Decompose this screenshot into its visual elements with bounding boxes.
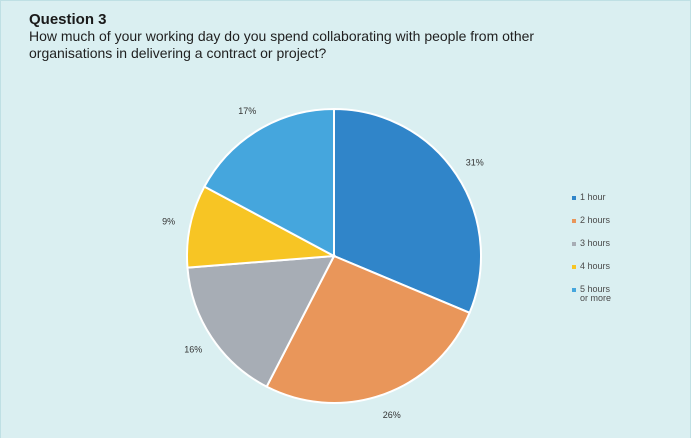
legend-label: 1 hour bbox=[580, 192, 606, 202]
legend-swatch bbox=[572, 242, 576, 246]
question-heading: Question 3 bbox=[29, 11, 107, 28]
slice-label-4-hours: 9% bbox=[162, 216, 175, 226]
pie-slice-5-hours-or-more bbox=[203, 107, 335, 258]
slice-label-3-hours: 16% bbox=[184, 345, 202, 355]
legend-item-2-hours: 2 hours bbox=[572, 215, 611, 225]
pie-slice-4-hours bbox=[186, 185, 338, 269]
pie-slice-2-hours bbox=[265, 254, 471, 404]
legend-item-4-hours: 4 hours bbox=[572, 261, 611, 271]
slice-label-1-hour: 31% bbox=[466, 157, 484, 167]
slice-label-5-hours-or-more: 17% bbox=[238, 106, 256, 116]
legend-swatch bbox=[572, 265, 576, 269]
legend-swatch bbox=[572, 196, 576, 200]
legend-item-1-hour: 1 hour bbox=[572, 192, 606, 202]
slice-label-2-hours: 26% bbox=[383, 410, 401, 420]
bottom-strip bbox=[0, 438, 691, 448]
legend-label: or more bbox=[580, 293, 611, 303]
legend-swatch bbox=[572, 219, 576, 223]
legend-label: 3 hours bbox=[580, 238, 611, 248]
legend-label: 4 hours bbox=[580, 261, 611, 271]
pie-slice-1-hour bbox=[333, 107, 482, 315]
legend-swatch bbox=[572, 288, 576, 292]
pie-slice-3-hours bbox=[186, 254, 336, 389]
legend-label: 2 hours bbox=[580, 215, 611, 225]
legend-item-3-hours: 3 hours bbox=[572, 238, 611, 248]
question-text: How much of your working day do you spen… bbox=[29, 28, 535, 61]
legend-label: 5 hours bbox=[580, 284, 611, 294]
